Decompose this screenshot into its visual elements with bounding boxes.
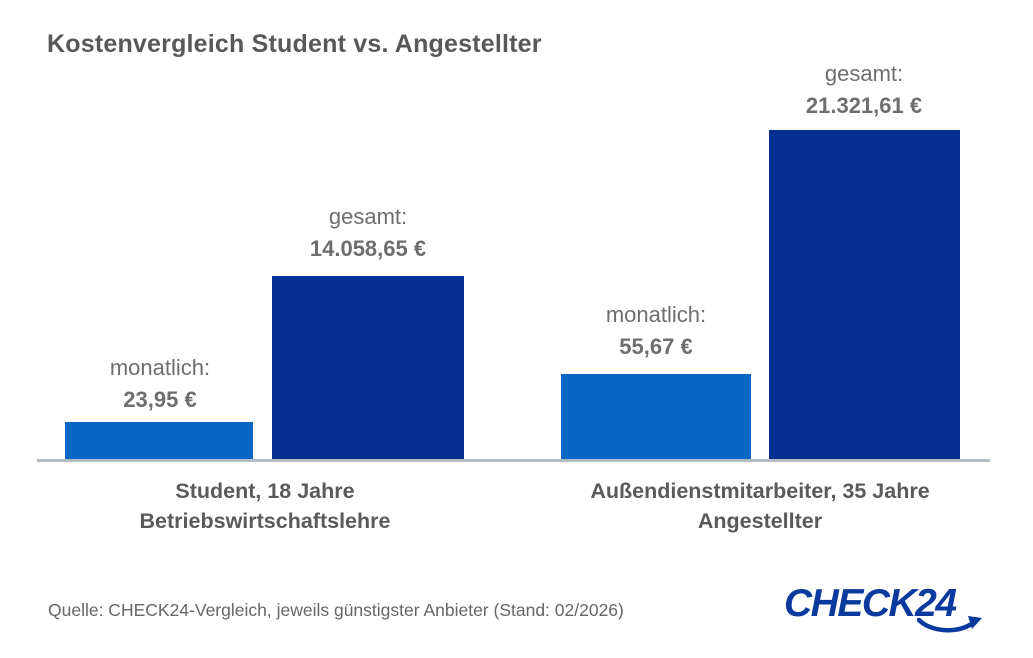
value-label-employee-total: gesamt: 21.321,61 € [754, 58, 974, 122]
category-line1: Student, 18 Jahre [175, 479, 355, 503]
category-label-employee: Außendienstmitarbeiter, 35 Jahre Angeste… [540, 476, 980, 536]
category-line2: Angestellter [697, 509, 823, 533]
value-label-student-total: gesamt: 14.058,65 € [258, 201, 478, 265]
value-label-caption: monatlich: [109, 355, 211, 380]
value-label-employee-monthly: monatlich: 55,67 € [546, 299, 766, 363]
value-label-amount: 21.321,61 € [805, 93, 923, 118]
value-label-caption: monatlich: [605, 302, 707, 327]
category-line1: Außendienstmitarbeiter, 35 Jahre [590, 479, 930, 503]
bar-student-total [272, 276, 464, 459]
check24-logo-text: CHECK24 [784, 582, 957, 625]
check24-swoosh-arrow-icon [916, 616, 982, 633]
category-line2: Betriebswirtschaftslehre [139, 509, 391, 533]
category-label-student: Student, 18 Jahre Betriebswirtschaftsleh… [45, 476, 485, 536]
value-label-amount: 23,95 € [123, 387, 197, 412]
bar-employee-total [769, 130, 960, 459]
value-label-caption: gesamt: [824, 61, 904, 86]
value-label-student-monthly: monatlich: 23,95 € [50, 352, 270, 416]
bar-student-monthly [65, 422, 253, 459]
value-label-caption: gesamt: [328, 204, 408, 229]
x-axis-baseline [37, 459, 990, 462]
value-label-amount: 55,67 € [619, 334, 693, 359]
value-label-amount: 14.058,65 € [309, 236, 427, 261]
source-note: Quelle: CHECK24-Vergleich, jeweils günst… [48, 600, 624, 620]
bar-employee-monthly [561, 374, 751, 459]
chart-title: Kostenvergleich Student vs. Angestellter [47, 30, 542, 58]
check24-logo: CHECK24 [784, 582, 999, 640]
